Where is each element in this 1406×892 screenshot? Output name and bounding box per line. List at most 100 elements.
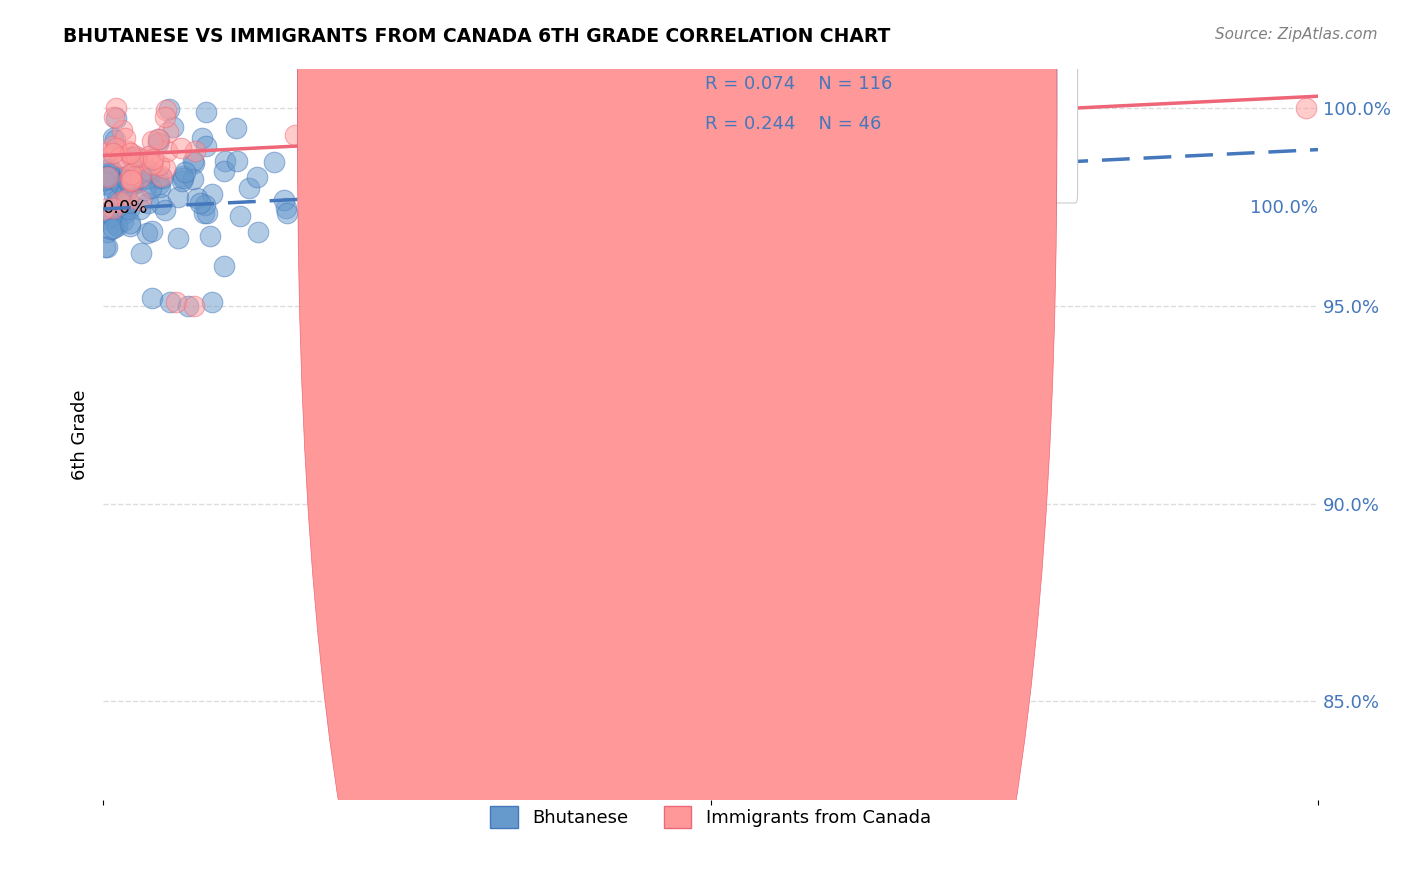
Bhutanese — [225, 153, 247, 168]
Bhutanese — [111, 196, 134, 211]
Immigrants from Canada — [101, 138, 124, 153]
Bhutanese — [134, 182, 156, 196]
Immigrants from Canada — [93, 202, 115, 217]
Bhutanese — [297, 191, 319, 205]
Bhutanese — [120, 216, 142, 230]
Bhutanese — [104, 217, 127, 231]
Bhutanese — [96, 239, 118, 253]
Bhutanese — [304, 144, 326, 158]
Bhutanese — [225, 121, 247, 136]
Bhutanese — [157, 102, 180, 116]
Bhutanese — [173, 165, 195, 179]
Bhutanese — [200, 229, 222, 244]
Immigrants from Canada — [108, 194, 131, 209]
Bhutanese — [107, 169, 129, 183]
Bhutanese — [120, 149, 142, 163]
Bhutanese — [273, 194, 295, 208]
Y-axis label: 6th Grade: 6th Grade — [72, 389, 89, 480]
Bhutanese — [103, 181, 125, 195]
Immigrants from Canada — [94, 145, 117, 160]
Immigrants from Canada — [153, 161, 176, 175]
Bhutanese — [114, 186, 136, 201]
Bhutanese — [188, 195, 211, 210]
Bhutanese — [159, 294, 181, 309]
Bhutanese — [190, 131, 212, 145]
Immigrants from Canada — [150, 169, 173, 183]
Immigrants from Canada — [183, 299, 205, 313]
Immigrants from Canada — [103, 110, 125, 124]
Legend: Bhutanese, Immigrants from Canada: Bhutanese, Immigrants from Canada — [484, 798, 938, 835]
Bhutanese — [181, 154, 204, 169]
Text: ZIPatlas: ZIPatlas — [520, 394, 901, 475]
Bhutanese — [114, 206, 136, 220]
Bhutanese — [103, 130, 125, 145]
Bhutanese — [181, 172, 204, 186]
Bhutanese — [193, 205, 215, 219]
Bhutanese — [112, 169, 135, 184]
Bhutanese — [97, 155, 120, 169]
Bhutanese — [201, 187, 224, 202]
Immigrants from Canada — [1295, 101, 1317, 115]
Bhutanese — [359, 299, 381, 313]
Bhutanese — [247, 225, 270, 239]
Immigrants from Canada — [120, 167, 142, 181]
Bhutanese — [120, 219, 142, 234]
Immigrants from Canada — [157, 125, 180, 139]
Immigrants from Canada — [155, 145, 177, 159]
Bhutanese — [246, 169, 269, 184]
Bhutanese — [141, 224, 163, 238]
Bhutanese — [104, 133, 127, 147]
Immigrants from Canada — [141, 134, 163, 148]
Bhutanese — [149, 197, 172, 211]
Immigrants from Canada — [359, 291, 381, 305]
Bhutanese — [131, 165, 153, 179]
Immigrants from Canada — [284, 128, 307, 142]
Bhutanese — [308, 166, 330, 180]
Bhutanese — [105, 219, 128, 233]
Bhutanese — [183, 156, 205, 170]
Immigrants from Canada — [129, 193, 152, 207]
Immigrants from Canada — [97, 169, 120, 184]
Immigrants from Canada — [120, 145, 142, 160]
Bhutanese — [167, 189, 190, 203]
Bhutanese — [146, 170, 169, 185]
Bhutanese — [214, 154, 236, 169]
Bhutanese — [94, 172, 117, 186]
Bhutanese — [194, 138, 217, 153]
Immigrants from Canada — [104, 141, 127, 155]
Bhutanese — [141, 181, 163, 195]
Bhutanese — [100, 172, 122, 186]
Bhutanese — [100, 222, 122, 236]
Bhutanese — [101, 164, 124, 178]
Bhutanese — [194, 198, 217, 212]
Immigrants from Canada — [129, 169, 152, 184]
Bhutanese — [172, 174, 194, 188]
Bhutanese — [112, 177, 135, 191]
Bhutanese — [153, 202, 176, 217]
Immigrants from Canada — [124, 155, 146, 169]
Immigrants from Canada — [118, 169, 141, 184]
Bhutanese — [195, 206, 218, 220]
Bhutanese — [115, 198, 138, 212]
Bhutanese — [131, 245, 153, 260]
Immigrants from Canada — [108, 149, 131, 163]
Bhutanese — [139, 165, 162, 179]
Bhutanese — [110, 178, 132, 193]
Bhutanese — [172, 170, 194, 185]
Bhutanese — [103, 187, 125, 202]
Immigrants from Canada — [120, 173, 142, 187]
Bhutanese — [136, 196, 159, 211]
Text: BHUTANESE VS IMMIGRANTS FROM CANADA 6TH GRADE CORRELATION CHART: BHUTANESE VS IMMIGRANTS FROM CANADA 6TH … — [63, 27, 890, 45]
Bhutanese — [114, 202, 136, 216]
Bhutanese — [201, 294, 224, 309]
Text: 100.0%: 100.0% — [1250, 199, 1319, 217]
Bhutanese — [212, 163, 235, 178]
Immigrants from Canada — [117, 144, 139, 158]
Bhutanese — [101, 221, 124, 235]
Text: 0.0%: 0.0% — [103, 199, 149, 217]
Bhutanese — [186, 190, 208, 204]
Bhutanese — [129, 202, 152, 217]
Bhutanese — [94, 239, 117, 253]
Bhutanese — [112, 214, 135, 228]
Immigrants from Canada — [141, 157, 163, 171]
